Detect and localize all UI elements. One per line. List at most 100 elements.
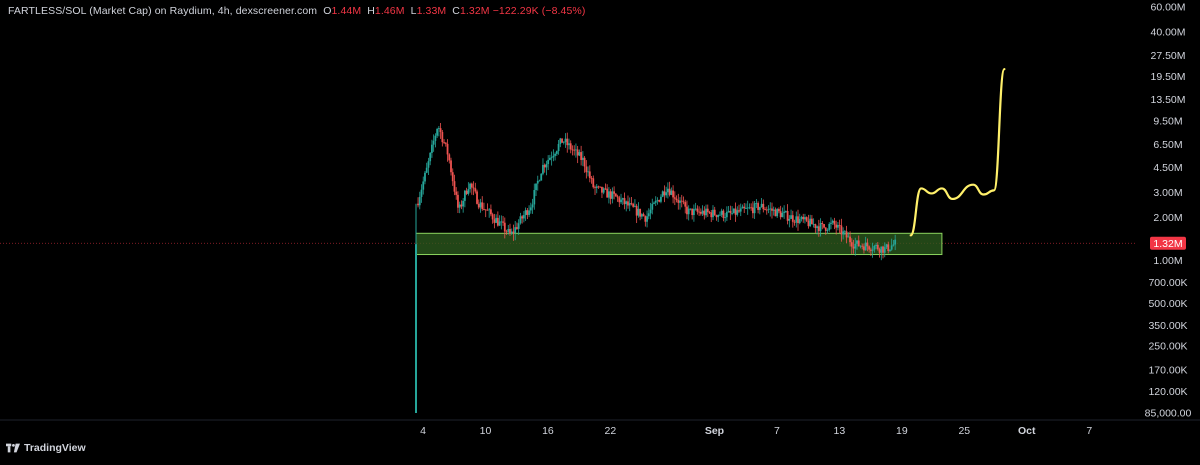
y-tick-label: 4.50M xyxy=(1153,162,1182,174)
candle-body xyxy=(429,152,432,162)
candle-body xyxy=(646,216,648,222)
candle-body xyxy=(873,245,876,250)
candle-body xyxy=(852,246,855,249)
x-tick-label: 25 xyxy=(958,425,970,437)
candle-body xyxy=(562,141,565,143)
candle-body xyxy=(632,203,635,207)
y-tick-label: 2.00M xyxy=(1153,212,1182,224)
candle-body xyxy=(892,244,895,246)
candle-body xyxy=(529,207,532,211)
candle-body xyxy=(635,205,638,216)
candle-body xyxy=(434,135,437,141)
candle-body xyxy=(451,172,454,182)
candle-body xyxy=(843,231,846,233)
candle-body xyxy=(597,186,600,188)
candle-body xyxy=(437,128,440,129)
candle-body xyxy=(665,192,668,196)
candle-body xyxy=(684,202,687,207)
candle-body xyxy=(514,227,517,234)
candle-body xyxy=(481,202,484,210)
tradingview-brand[interactable]: TradingView xyxy=(6,442,86,454)
candle-body xyxy=(731,212,733,214)
candle-body xyxy=(550,157,553,159)
candle-body xyxy=(436,128,439,136)
candle-body xyxy=(507,228,510,232)
candle-body xyxy=(580,152,583,160)
candle-body xyxy=(417,203,419,206)
candle-body xyxy=(894,239,897,245)
candle-body xyxy=(469,183,471,190)
candle-body xyxy=(847,236,850,238)
candle-body xyxy=(663,191,666,196)
support-zone[interactable] xyxy=(415,232,943,256)
candle-body xyxy=(835,224,838,228)
x-tick-label: 22 xyxy=(605,425,617,437)
candle-body xyxy=(838,225,841,226)
y-tick-label: 6.50M xyxy=(1153,139,1182,151)
candle-body xyxy=(890,245,893,250)
candle-body xyxy=(781,212,784,218)
candle-body xyxy=(618,197,621,203)
x-tick-label: 19 xyxy=(896,425,908,437)
candle-body xyxy=(706,208,709,213)
candle-body xyxy=(547,159,550,164)
candle-body xyxy=(788,218,791,221)
candle-body xyxy=(458,204,461,208)
candle-body xyxy=(564,138,567,142)
candle-body xyxy=(533,190,536,205)
candle-body xyxy=(677,200,680,203)
candle-body xyxy=(750,207,753,209)
candle-body xyxy=(856,240,858,244)
candle-body xyxy=(571,149,574,151)
candle-body xyxy=(784,211,787,212)
candle-body xyxy=(783,211,786,213)
candle-body xyxy=(798,218,801,224)
candle-body xyxy=(557,144,560,152)
candle-body xyxy=(876,244,879,250)
ohlc-open-value: 1.44M xyxy=(331,5,362,17)
candle-body xyxy=(521,216,524,219)
symbol-line: FARTLESS/SOL (Market Cap) on Raydium, 4h… xyxy=(8,5,318,17)
candle-body xyxy=(616,196,619,198)
candle-body xyxy=(746,207,749,209)
candle-body xyxy=(604,188,607,190)
candle-body xyxy=(673,197,676,199)
y-tick-label: 1.00M xyxy=(1153,255,1182,267)
candle-body xyxy=(465,190,468,194)
candle-body xyxy=(540,173,543,181)
candle-body xyxy=(703,210,706,216)
candle-body xyxy=(528,210,530,215)
candle-body xyxy=(658,200,661,202)
candle-body xyxy=(883,247,886,253)
candle-body xyxy=(462,200,465,207)
candle-body xyxy=(614,193,617,197)
tradingview-logo-icon xyxy=(6,443,20,453)
candle-body xyxy=(418,196,421,206)
y-tick-label: 350.00K xyxy=(1148,320,1187,332)
candle-body xyxy=(691,208,694,216)
candle-body xyxy=(861,245,864,247)
candle-body xyxy=(510,231,513,234)
candle-body xyxy=(679,200,681,203)
candle-body xyxy=(516,227,518,229)
x-tick-label: Oct xyxy=(1018,425,1036,437)
candle-body xyxy=(594,187,596,189)
candle-body xyxy=(509,228,511,234)
candle-body xyxy=(493,219,496,223)
candle-body xyxy=(581,157,584,160)
candle-body xyxy=(668,188,671,195)
candle-body xyxy=(802,216,805,220)
candle-body xyxy=(882,246,884,253)
candle-body xyxy=(661,191,664,197)
candle-body xyxy=(760,203,763,208)
candle-body xyxy=(479,202,482,208)
candle-body xyxy=(503,222,506,232)
ohlc-open-label: O xyxy=(323,5,332,17)
candle-body xyxy=(415,244,417,413)
candle-body xyxy=(875,244,877,246)
candle-body xyxy=(559,138,562,145)
x-tick-label: 7 xyxy=(774,425,780,437)
x-tick-label: 7 xyxy=(1086,425,1092,437)
